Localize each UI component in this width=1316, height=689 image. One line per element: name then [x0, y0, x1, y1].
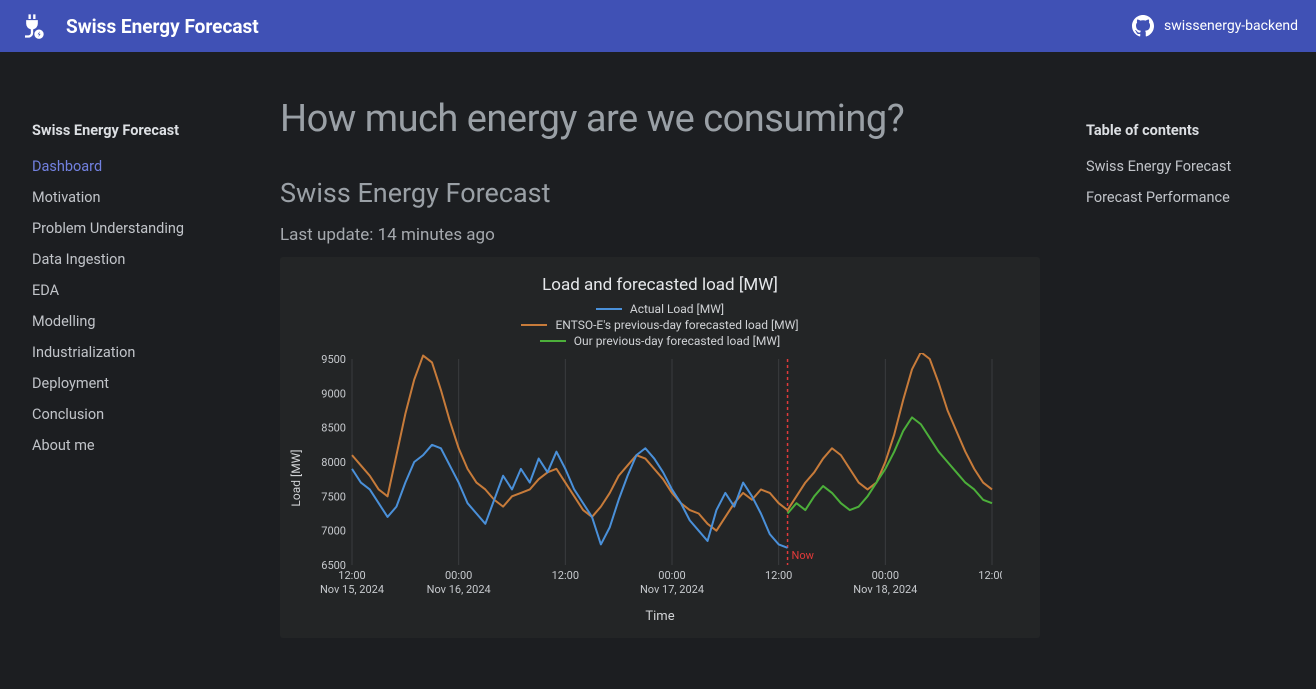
- x-axis-label: Time: [302, 609, 1018, 624]
- plug-icon: [18, 12, 46, 40]
- load-chart-card: Load and forecasted load [MW] Actual Loa…: [280, 257, 1040, 638]
- sidebar-item-motivation[interactable]: Motivation: [32, 182, 280, 213]
- y-axis-label: Load [MW]: [289, 449, 303, 506]
- sidebar-item-conclusion[interactable]: Conclusion: [32, 399, 280, 430]
- legend-item[interactable]: Our previous-day forecasted load [MW]: [540, 334, 780, 348]
- site-logo[interactable]: [18, 12, 46, 40]
- sidebar-item-data-ingestion[interactable]: Data Ingestion: [32, 244, 280, 275]
- main-content: How much energy are we consuming? Swiss …: [280, 52, 1086, 689]
- github-repo-link[interactable]: swissenergy-backend: [1132, 15, 1298, 37]
- svg-text:6500: 6500: [321, 559, 346, 572]
- sidebar-item-modelling[interactable]: Modelling: [32, 306, 280, 337]
- legend-swatch: [521, 324, 547, 327]
- svg-text:12:00: 12:00: [765, 569, 792, 582]
- svg-text:00:00: 00:00: [872, 569, 899, 582]
- svg-text:8000: 8000: [321, 456, 346, 469]
- chart-title: Load and forecasted load [MW]: [302, 275, 1018, 295]
- toc-item-swiss-energy-forecast[interactable]: Swiss Energy Forecast: [1086, 151, 1304, 182]
- sidebar-item-deployment[interactable]: Deployment: [32, 368, 280, 399]
- svg-text:Now: Now: [792, 549, 815, 562]
- svg-text:00:00: 00:00: [445, 569, 472, 582]
- repo-label: swissenergy-backend: [1164, 18, 1298, 34]
- svg-text:9000: 9000: [321, 387, 346, 400]
- legend-label: ENTSO-E's previous-day forecasted load […: [555, 318, 798, 332]
- sidebar-item-industrialization[interactable]: Industrialization: [32, 337, 280, 368]
- sidebar-item-dashboard[interactable]: Dashboard: [32, 151, 280, 182]
- svg-text:00:00: 00:00: [658, 569, 685, 582]
- legend-swatch: [540, 340, 566, 343]
- svg-text:Nov 16, 2024: Nov 16, 2024: [427, 583, 491, 596]
- toc-item-forecast-performance[interactable]: Forecast Performance: [1086, 182, 1304, 213]
- site-title[interactable]: Swiss Energy Forecast: [66, 15, 259, 38]
- sidebar-title: Swiss Energy Forecast: [32, 122, 280, 139]
- legend-swatch: [596, 308, 622, 311]
- svg-text:8500: 8500: [321, 422, 346, 435]
- section-heading: Swiss Energy Forecast: [280, 177, 1056, 209]
- svg-text:7000: 7000: [321, 525, 346, 538]
- legend-label: Our previous-day forecasted load [MW]: [574, 334, 780, 348]
- top-header: Swiss Energy Forecast swissenergy-backen…: [0, 0, 1316, 52]
- page-title: How much energy are we consuming?: [280, 97, 1056, 141]
- sidebar-item-problem-understanding[interactable]: Problem Understanding: [32, 213, 280, 244]
- sidebar-item-about-me[interactable]: About me: [32, 430, 280, 461]
- svg-text:12:00: 12:00: [552, 569, 579, 582]
- legend-item[interactable]: ENTSO-E's previous-day forecasted load […: [521, 318, 798, 332]
- chart-plot[interactable]: 12:00Nov 15, 202400:00Nov 16, 202412:000…: [302, 353, 1002, 603]
- chart-legend: Actual Load [MW] ENTSO-E's previous-day f…: [302, 301, 1018, 349]
- last-update-text: Last update: 14 minutes ago: [280, 225, 1056, 245]
- svg-text:Nov 18, 2024: Nov 18, 2024: [853, 583, 917, 596]
- left-sidebar: Swiss Energy Forecast DashboardMotivatio…: [0, 52, 280, 689]
- legend-item[interactable]: Actual Load [MW]: [596, 302, 724, 316]
- svg-text:Nov 15, 2024: Nov 15, 2024: [320, 583, 384, 596]
- svg-text:9500: 9500: [321, 353, 346, 366]
- sidebar-item-eda[interactable]: EDA: [32, 275, 280, 306]
- legend-label: Actual Load [MW]: [630, 302, 724, 316]
- toc-title: Table of contents: [1086, 122, 1304, 139]
- table-of-contents: Table of contents Swiss Energy ForecastF…: [1086, 52, 1316, 689]
- svg-text:Nov 17, 2024: Nov 17, 2024: [640, 583, 704, 596]
- svg-text:7500: 7500: [321, 490, 346, 503]
- github-icon: [1132, 15, 1154, 37]
- svg-text:12:00: 12:00: [978, 569, 1002, 582]
